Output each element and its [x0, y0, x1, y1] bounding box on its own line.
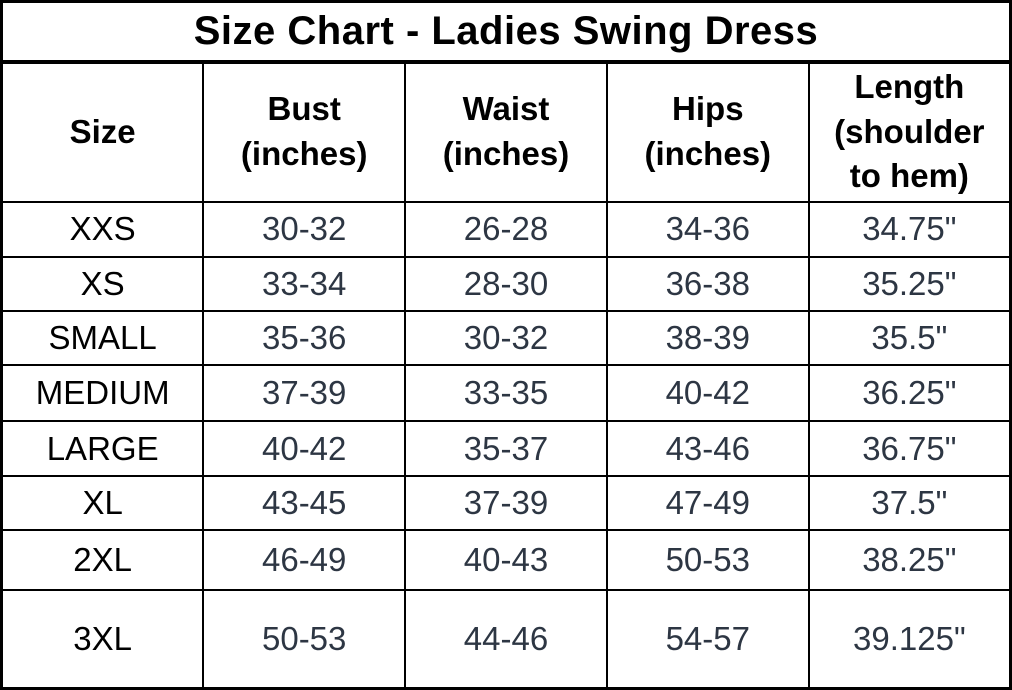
waist-value: 40-43 — [404, 528, 608, 592]
table-row-xl: XL 43-45 37-39 47-49 37.5" — [0, 475, 1012, 531]
length-value: 38.25" — [807, 528, 1012, 592]
waist-value: 28-30 — [404, 256, 608, 312]
bust-value: 46-49 — [202, 528, 407, 592]
length-value: 35.5" — [807, 309, 1012, 367]
table-row-medium: MEDIUM 37-39 33-35 40-42 36.25" — [0, 364, 1012, 422]
hips-value: 34-36 — [605, 200, 810, 259]
column-header-size: Size — [0, 60, 205, 203]
bust-value: 33-34 — [202, 256, 407, 312]
column-header-length: Length (shoulder to hem) — [807, 60, 1012, 203]
hips-value: 43-46 — [605, 419, 810, 478]
bust-value: 50-53 — [202, 589, 407, 690]
size-label: XS — [0, 256, 205, 312]
table-row-xs: XS 33-34 28-30 36-38 35.25" — [0, 256, 1012, 312]
length-value: 35.25" — [807, 256, 1012, 312]
size-label: XL — [0, 475, 205, 531]
table-row-2xl: 2XL 46-49 40-43 50-53 38.25" — [0, 528, 1012, 592]
waist-value: 30-32 — [404, 309, 608, 367]
waist-value: 44-46 — [404, 589, 608, 690]
hips-value: 40-42 — [605, 364, 810, 422]
size-label: XXS — [0, 200, 205, 259]
bust-value: 43-45 — [202, 475, 407, 531]
title-row: Size Chart - Ladies Swing Dress — [0, 0, 1012, 64]
header-row: Size Bust (inches) Waist (inches) Hips (… — [0, 60, 1012, 203]
chart-title: Size Chart - Ladies Swing Dress — [0, 0, 1012, 64]
waist-value: 33-35 — [404, 364, 608, 422]
table-row-xxs: XXS 30-32 26-28 34-36 34.75" — [0, 200, 1012, 259]
bust-value: 35-36 — [202, 309, 407, 367]
size-label: SMALL — [0, 309, 205, 367]
waist-value: 35-37 — [404, 419, 608, 478]
hips-value: 38-39 — [605, 309, 810, 367]
length-value: 34.75" — [807, 200, 1012, 259]
bust-value: 37-39 — [202, 364, 407, 422]
column-header-bust: Bust (inches) — [202, 60, 407, 203]
table-row-large: LARGE 40-42 35-37 43-46 36.75" — [0, 419, 1012, 478]
hips-value: 54-57 — [605, 589, 810, 690]
size-label: LARGE — [0, 419, 205, 478]
length-value: 36.75" — [807, 419, 1012, 478]
table-row-3xl: 3XL 50-53 44-46 54-57 39.125" — [0, 589, 1012, 690]
column-header-hips: Hips (inches) — [605, 60, 810, 203]
size-label: 2XL — [0, 528, 205, 592]
waist-value: 37-39 — [404, 475, 608, 531]
size-label: MEDIUM — [0, 364, 205, 422]
length-value: 39.125" — [807, 589, 1012, 690]
column-header-waist: Waist (inches) — [404, 60, 608, 203]
hips-value: 50-53 — [605, 528, 810, 592]
hips-value: 47-49 — [605, 475, 810, 531]
table-row-small: SMALL 35-36 30-32 38-39 35.5" — [0, 309, 1012, 367]
bust-value: 40-42 — [202, 419, 407, 478]
hips-value: 36-38 — [605, 256, 810, 312]
size-label: 3XL — [0, 589, 205, 690]
length-value: 36.25" — [807, 364, 1012, 422]
bust-value: 30-32 — [202, 200, 407, 259]
waist-value: 26-28 — [404, 200, 608, 259]
length-value: 37.5" — [807, 475, 1012, 531]
